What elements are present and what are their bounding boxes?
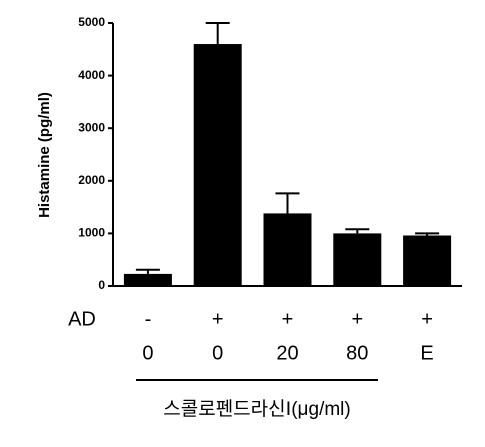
y-tick-label: 3000 [78, 120, 105, 134]
row-title: AD [68, 308, 96, 330]
y-tick-label: 2000 [78, 173, 105, 187]
x-tick-label: 80 [346, 342, 368, 364]
group-label: 스콜로펜드라신Ⅰ(μg/ml) [163, 398, 350, 420]
bar [263, 213, 312, 286]
y-tick-label: 1000 [78, 226, 105, 240]
ad-label: + [351, 308, 363, 330]
x-tick-label: 0 [142, 342, 153, 364]
bar [193, 44, 242, 286]
ad-label: + [421, 308, 433, 330]
y-tick-label: 4000 [78, 68, 105, 82]
y-tick-label: 0 [98, 278, 105, 292]
bar [123, 273, 172, 286]
y-tick-label: 5000 [78, 15, 105, 29]
x-tick-label: 0 [212, 342, 223, 364]
bar [403, 235, 452, 286]
x-tick-label: 20 [276, 342, 298, 364]
ad-label: + [282, 308, 294, 330]
bar [333, 233, 382, 286]
x-tick-label: E [420, 342, 433, 364]
ad-label: - [145, 308, 152, 330]
y-axis-label: Histamine (pg/ml) [36, 92, 53, 218]
ad-label: + [212, 308, 224, 330]
